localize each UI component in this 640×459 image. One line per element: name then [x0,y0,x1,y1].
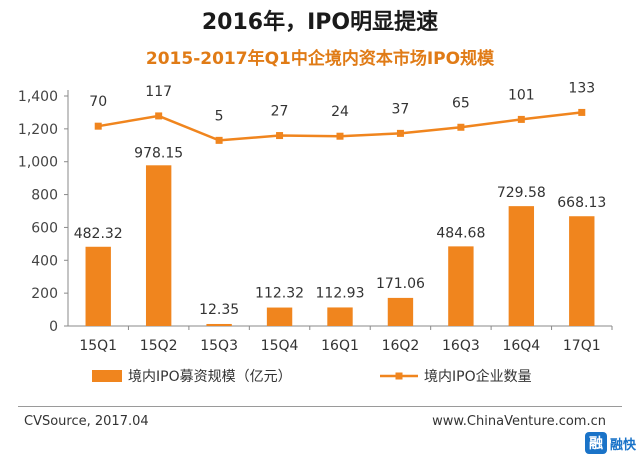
x-tick-label: 15Q2 [140,338,178,354]
bar [508,206,535,326]
bar-value-label: 112.32 [255,286,304,302]
y-tick-label: 400 [31,253,58,269]
x-tick-label: 17Q1 [563,338,601,354]
x-tick-label: 15Q4 [261,338,299,354]
bar-value-label: 978.15 [134,145,183,161]
x-tick-label: 16Q4 [502,338,540,354]
line-point [396,129,404,137]
line-value-label: 117 [145,84,172,100]
bar [569,216,595,326]
line-point [215,136,223,144]
y-tick-label: 1,200 [18,122,58,138]
x-tick-label: 16Q1 [321,338,359,354]
line-value-label: 101 [508,87,535,103]
x-tick-label: 16Q3 [442,338,480,354]
x-tick-label: 16Q2 [382,338,420,354]
line-point [94,122,102,130]
legend-line-label: 境内IPO企业数量 [424,368,532,385]
line-point [457,123,465,131]
y-tick-label: 200 [31,286,58,302]
line-point [336,132,344,140]
legend-line-marker [395,372,403,380]
line-point [517,115,525,123]
x-tick-label: 15Q1 [79,338,117,354]
bar-value-label: 729.58 [497,185,546,201]
bar [327,307,353,326]
chart-title: 2015-2017年Q1中企境内资本市场IPO规模 [145,49,495,69]
line-point [276,132,284,140]
x-tick-label: 15Q3 [200,338,238,354]
bar [266,307,293,326]
source-label: CVSource, 2017.04 [24,414,149,429]
footer-divider [18,406,622,407]
y-tick-label: 600 [31,220,58,236]
brand-logo: 融 融快 [584,432,636,454]
line-value-label: 133 [568,80,595,96]
line-value-label: 24 [331,104,349,120]
bar-value-label: 171.06 [376,276,425,292]
line-value-label: 65 [452,95,470,111]
bar-value-label: 482.32 [74,226,123,242]
bar-value-label: 112.93 [316,285,365,301]
y-tick-label: 800 [31,188,58,204]
legend-bar-swatch [92,370,122,382]
y-tick-label: 1,400 [18,89,58,105]
website-label: www.ChinaVenture.com.cn [432,414,606,429]
y-tick-label: 0 [49,319,58,335]
bar [387,297,414,326]
bar-value-label: 12.35 [199,302,239,318]
bar [85,246,111,326]
y-tick-label: 1,000 [18,155,58,171]
brand-logo-text: 融快 [609,437,636,453]
line-point [155,112,163,120]
line-value-label: 5 [215,108,224,124]
bar [206,323,232,326]
bar [448,246,474,326]
line-point [578,108,586,116]
line-value-label: 37 [392,101,410,117]
page-title: 2016年，IPO明显提速 [201,10,439,35]
bar-value-label: 668.13 [557,195,606,211]
line-value-label: 27 [271,104,289,120]
bar-value-label: 484.68 [436,225,485,241]
brand-logo-icon: 融 [584,432,607,454]
legend-bar-label: 境内IPO募资规模（亿元） [128,369,292,385]
bar [145,165,172,326]
line-value-label: 70 [89,94,107,110]
